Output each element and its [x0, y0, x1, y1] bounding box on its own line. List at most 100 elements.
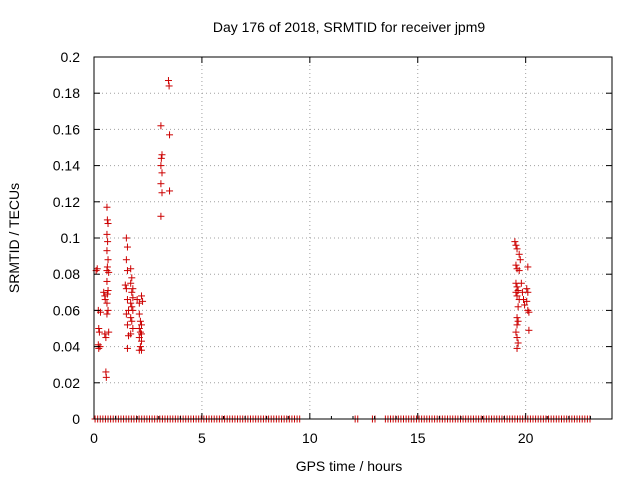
data-point [516, 256, 524, 264]
y-tick-label: 0.02 [53, 375, 80, 391]
data-point [127, 279, 135, 287]
data-point [513, 292, 521, 300]
x-tick-label: 5 [198, 430, 206, 446]
data-point [136, 328, 144, 336]
data-point [128, 303, 136, 311]
data-point [104, 286, 112, 294]
data-point [512, 261, 520, 269]
data-point [95, 325, 103, 332]
tick-labels-layer: 0 0.02 0.04 0.06 0.08 0.1 0.12 0.14 0.16 0.18 0.2 0… [53, 49, 534, 446]
data-point [157, 180, 165, 188]
data-point [133, 296, 141, 304]
data-point [512, 241, 520, 249]
data-point [129, 306, 137, 314]
data-point [157, 122, 165, 130]
y-tick-label: 0 [72, 411, 80, 427]
data-point [157, 162, 165, 170]
data-point [513, 321, 521, 329]
data-point [103, 203, 111, 211]
ticks-layer [93, 56, 613, 420]
data-point [166, 187, 174, 195]
data-point [136, 317, 144, 325]
data-point [93, 265, 101, 273]
x-tick-label: 20 [518, 430, 534, 446]
data-point [121, 281, 129, 289]
data-point [101, 296, 109, 304]
data-point [123, 243, 131, 251]
data-point [165, 82, 173, 90]
data-point [137, 330, 145, 338]
data-point [524, 306, 532, 314]
data-point [514, 317, 522, 325]
x-tick-label: 15 [410, 430, 426, 446]
y-tick-label: 0.1 [61, 230, 81, 246]
data-point [104, 220, 112, 228]
y-tick-label: 0.18 [53, 85, 80, 101]
data-point [524, 263, 532, 271]
data-point [513, 344, 521, 352]
data-point [523, 285, 531, 293]
data-point [525, 326, 533, 334]
data-point [139, 297, 147, 305]
data-point [512, 288, 520, 296]
data-point [129, 325, 137, 332]
data-point [515, 250, 523, 258]
data-point [137, 321, 145, 329]
data-point [100, 288, 108, 296]
data-point [102, 373, 110, 381]
data-point [128, 288, 136, 296]
data-point [515, 267, 523, 275]
data-point [127, 265, 135, 273]
data-point [513, 314, 521, 322]
data-point [123, 296, 131, 304]
x-tick-label: 0 [90, 430, 98, 446]
data-point [103, 299, 111, 307]
data-point [137, 337, 145, 345]
data-point [122, 234, 130, 242]
data-point [123, 344, 131, 352]
data-point [158, 169, 166, 177]
y-tick-label: 0.12 [53, 194, 80, 210]
data-point [524, 288, 532, 296]
data-point [103, 267, 111, 275]
y-tick-label: 0.14 [53, 158, 80, 174]
data-point [95, 344, 103, 352]
data-point [122, 285, 130, 293]
data-point [103, 247, 111, 255]
data-point [135, 325, 143, 332]
data-point [105, 268, 113, 276]
data-point [135, 299, 143, 307]
data-point [103, 216, 111, 224]
y-axis-label: SRMTID / TECUs [6, 183, 22, 293]
data-point [137, 346, 145, 354]
data-point [103, 230, 111, 238]
data-point [103, 277, 111, 285]
data-point [523, 297, 531, 305]
x-axis-label: GPS time / hours [296, 458, 403, 474]
data-point [158, 189, 166, 197]
data-point [511, 238, 519, 246]
data-point [135, 334, 143, 342]
data-point [157, 154, 165, 162]
data-point [514, 339, 522, 347]
data-point [158, 151, 166, 159]
data-point [136, 343, 144, 351]
data-point [102, 334, 110, 342]
data-point [514, 303, 522, 311]
data-point [521, 301, 529, 309]
data-point [513, 334, 521, 342]
data-point [525, 308, 533, 316]
data-point [127, 330, 135, 338]
data-point [103, 310, 111, 318]
data-point [95, 328, 103, 336]
y-tick-label: 0.08 [53, 266, 80, 282]
y-tick-label: 0.16 [53, 121, 80, 137]
data-point [103, 290, 111, 298]
data-point [135, 310, 143, 318]
data-point [104, 306, 112, 314]
y-tick-label: 0.04 [53, 339, 80, 355]
data-point [122, 310, 130, 318]
data-point [512, 328, 520, 336]
